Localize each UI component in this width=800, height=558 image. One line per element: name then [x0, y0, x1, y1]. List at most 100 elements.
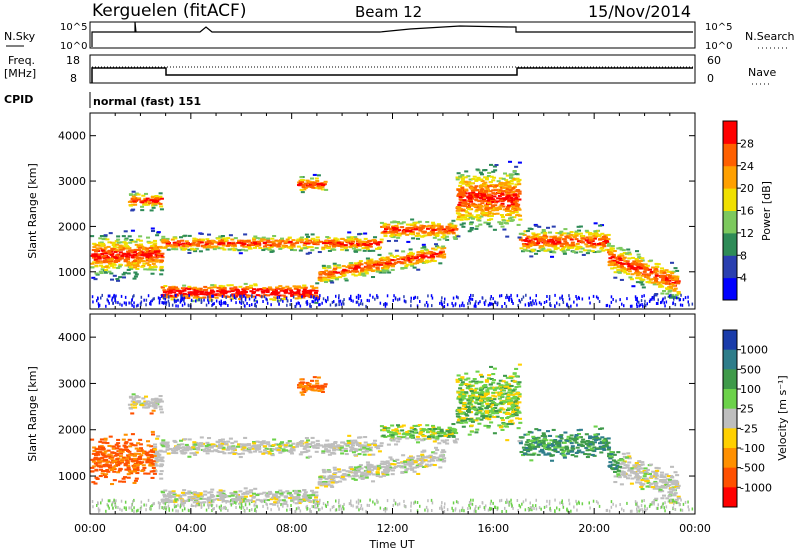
- velocity-cell: [230, 442, 234, 444]
- power-cell: [272, 299, 276, 301]
- velocity-cell: [391, 434, 395, 436]
- power-cell: [464, 176, 468, 178]
- power-cell: [418, 221, 422, 223]
- velocity-cell: [312, 492, 316, 494]
- velocity-cell: [303, 451, 307, 453]
- power-cell: [124, 260, 128, 262]
- power-cell: [396, 221, 400, 223]
- power-cell: [663, 275, 667, 277]
- power-cell: [670, 294, 672, 297]
- velocity-cell: [176, 495, 180, 497]
- power-cell: [548, 232, 552, 234]
- power-cell: [157, 231, 161, 233]
- power-cell: [108, 262, 112, 264]
- power-cell: [487, 202, 491, 204]
- power-colorbar-tick-label: 20: [740, 182, 754, 195]
- velocity-cell: [129, 443, 133, 445]
- power-cell: [441, 246, 445, 248]
- power-cell: [478, 208, 482, 210]
- power-cell: [210, 284, 214, 286]
- power-cell: [300, 241, 304, 243]
- velocity-cell: [300, 440, 304, 442]
- power-cell: [461, 203, 465, 205]
- velocity-cell: [394, 443, 398, 445]
- power-cell: [419, 260, 423, 262]
- power-cell: [199, 250, 203, 252]
- power-cell: [160, 266, 164, 268]
- velocity-cell: [324, 444, 328, 446]
- power-cell: [544, 301, 546, 304]
- velocity-cell: [163, 451, 167, 453]
- velocity-cell: [435, 437, 439, 439]
- power-cell: [503, 183, 507, 185]
- power-cell: [393, 299, 395, 302]
- power-cell: [287, 299, 289, 302]
- power-cell: [312, 300, 314, 303]
- power-cell: [272, 245, 276, 247]
- velocity-cell: [113, 460, 117, 462]
- power-cell: [153, 240, 157, 242]
- power-cell: [513, 195, 517, 197]
- power-cell: [439, 302, 441, 305]
- power-cell: [227, 242, 231, 244]
- power-cell: [491, 189, 495, 191]
- velocity-cell: [151, 433, 155, 435]
- power-cell: [284, 246, 288, 248]
- power-cell: [474, 305, 476, 308]
- velocity-cell: [453, 441, 457, 443]
- power-cell: [312, 287, 316, 289]
- power-cell: [168, 296, 170, 299]
- velocity-cell: [148, 464, 152, 466]
- power-cell: [115, 278, 119, 280]
- velocity-cell: [104, 473, 108, 475]
- power-cell: [344, 244, 348, 246]
- power-cell: [413, 263, 417, 265]
- velocity-cell: [410, 431, 414, 433]
- velocity-cell: [160, 470, 164, 472]
- power-cell: [643, 271, 647, 273]
- power-cell: [115, 249, 119, 251]
- power-cell: [404, 299, 406, 302]
- power-cell: [140, 206, 144, 208]
- velocity-cell: [389, 431, 393, 433]
- power-cell: [313, 174, 317, 176]
- power-cell: [182, 298, 184, 301]
- power-cell: [392, 221, 396, 223]
- power-cell: [373, 236, 377, 238]
- power-cell: [177, 305, 179, 308]
- power-cell: [586, 246, 590, 248]
- power-cell: [589, 240, 593, 242]
- power-cell: [107, 250, 111, 252]
- velocity-cell: [131, 433, 135, 435]
- power-cell: [621, 303, 623, 306]
- power-cell: [317, 174, 321, 176]
- velocity-cell: [288, 497, 292, 499]
- power-cell: [673, 301, 675, 304]
- power-cell: [607, 234, 611, 236]
- power-cell: [118, 247, 122, 249]
- power-cell: [601, 242, 605, 244]
- velocity-cell: [103, 459, 107, 461]
- velocity-cell: [273, 501, 277, 503]
- power-cell: [410, 233, 414, 235]
- nave-label: Nave: [748, 66, 776, 79]
- power-cell: [580, 240, 584, 242]
- power-cell: [329, 243, 333, 245]
- freq-tick-8: 8: [70, 72, 77, 85]
- power-cell: [457, 172, 461, 174]
- power-cell: [333, 268, 337, 270]
- power-cell: [531, 301, 533, 304]
- power-cell: [642, 286, 646, 288]
- power-cell: [519, 299, 521, 302]
- power-cell: [571, 242, 575, 244]
- velocity-cell: [207, 449, 211, 451]
- power-cell: [323, 242, 327, 244]
- power-cell: [290, 299, 292, 302]
- velocity-cell: [373, 440, 377, 442]
- power-cell: [179, 236, 183, 238]
- power-cell: [138, 247, 142, 249]
- velocity-cell: [299, 443, 303, 445]
- power-cell: [338, 267, 342, 269]
- power-colorbar-tick-label: 16: [740, 205, 754, 218]
- power-cell: [437, 247, 441, 249]
